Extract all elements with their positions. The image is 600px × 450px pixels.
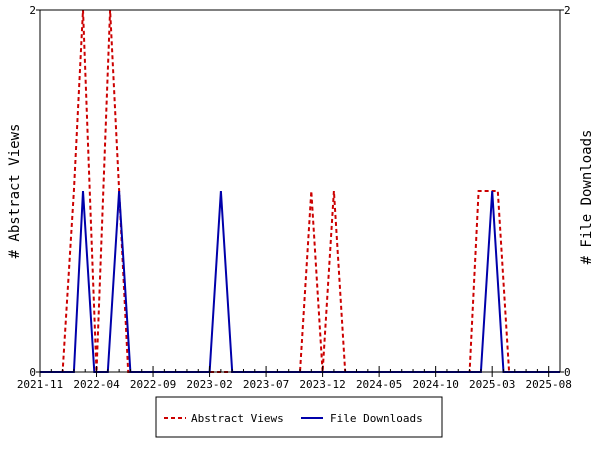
x-tick-label: 2024-05 [356,378,402,391]
y-axis-title-right: # File Downloads [579,130,595,265]
y-axis-title-left: # Abstract Views [7,124,23,259]
x-tick-label: 2023-07 [243,378,289,391]
legend: Abstract Views File Downloads [155,396,443,438]
legend-box [155,396,443,438]
x-tick-label: 2022-04 [73,378,120,391]
y-tick-label-right: 2 [564,4,571,17]
legend-label-abstract-views: Abstract Views [191,412,284,425]
y-tick-label-left: 2 [29,4,36,17]
series-line-file-downloads [40,190,560,373]
x-tick-label: 2022-09 [130,378,176,391]
plot-frame [39,9,561,373]
y-tick-label-right: 0 [564,366,571,379]
series-line-abstract-views [40,9,560,373]
x-tick-label: 2024-10 [412,378,458,391]
x-tick-label: 2023-02 [186,378,232,391]
y-tick-label-left: 0 [29,366,36,379]
x-tick-label: 2025-08 [526,378,572,391]
x-tick-label: 2021-11 [17,378,63,391]
x-tick-label: 2025-03 [469,378,515,391]
legend-label-file-downloads: File Downloads [330,412,423,425]
x-tick-label: 2023-12 [299,378,345,391]
